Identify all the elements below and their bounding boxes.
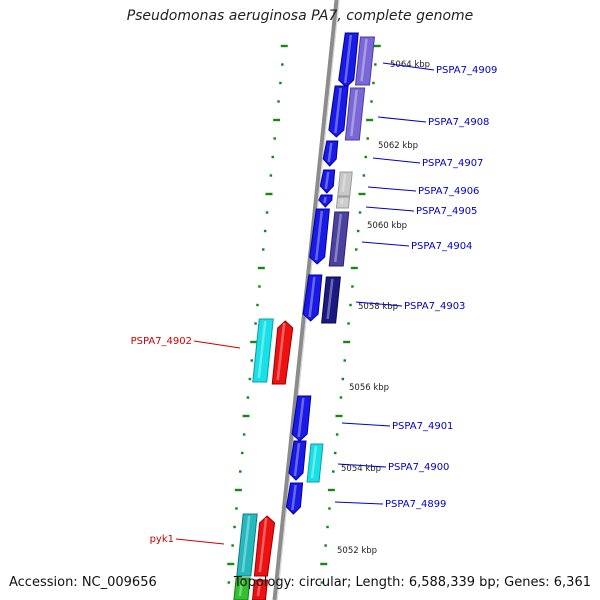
gene-arrow-22 xyxy=(251,579,269,600)
gene-arrow-11 xyxy=(302,274,323,322)
gene-arrow-shine-14 xyxy=(276,322,286,381)
gene-arrow-shine-11 xyxy=(308,276,316,318)
gene-arrow-4 xyxy=(322,140,339,167)
kbp-marker-label: 5064 kbp xyxy=(390,60,430,70)
gene-arrow-shine-7 xyxy=(323,196,327,204)
gene-arrow-shine-2 xyxy=(334,87,342,134)
gene-arrow-18 xyxy=(285,482,304,515)
gene-arrow-1 xyxy=(354,36,376,86)
gene-arrow-15 xyxy=(291,395,312,442)
gene-label[interactable]: PSPA7_4899 xyxy=(385,499,446,510)
gene-arrow-2 xyxy=(328,85,349,138)
gene-arrow-shine-8 xyxy=(340,198,344,205)
gene-label[interactable]: PSPA7_4908 xyxy=(428,117,489,128)
gene-label[interactable]: PSPA7_4903 xyxy=(404,301,465,312)
gene-leader-line-10 xyxy=(334,501,384,505)
gene-label[interactable]: PSPA7_4902 xyxy=(131,336,192,347)
labels-layer: 5064 kbp 5062 kbp 5060 kbp 5058 kbp 5056 kbp… xyxy=(131,60,498,556)
gene-arrow-12 xyxy=(321,276,341,324)
gene-arrow-5 xyxy=(319,169,336,194)
gene-leader-line-11 xyxy=(175,538,225,545)
gene-arrow-0 xyxy=(338,32,359,88)
gene-arrow-shine-12 xyxy=(326,278,334,320)
gene-arrow-shine-9 xyxy=(314,210,324,261)
gene-arrow-8 xyxy=(335,196,351,209)
gene-label[interactable]: pyk1 xyxy=(150,534,174,545)
gene-arrow-9 xyxy=(309,208,330,265)
gene-leader-line-2 xyxy=(372,157,421,164)
gene-arrow-shine-22 xyxy=(256,581,262,597)
gene-label[interactable]: PSPA7_4904 xyxy=(411,241,472,252)
gene-arrow-20 xyxy=(253,515,276,577)
gene-arrow-shine-13 xyxy=(257,320,267,379)
gene-label[interactable]: PSPA7_4907 xyxy=(422,158,483,169)
gene-label[interactable]: PSPA7_4906 xyxy=(418,186,479,197)
gene-leader-line-9 xyxy=(337,463,387,468)
gene-arrow-shine-1 xyxy=(360,38,368,82)
gene-leader-line-4 xyxy=(365,206,415,212)
kbp-marker-label: 5054 kbp xyxy=(341,464,381,474)
gene-arrow-17 xyxy=(306,443,324,483)
gene-label[interactable]: PSPA7_4900 xyxy=(388,462,449,473)
gene-label[interactable]: PSPA7_4909 xyxy=(436,65,497,76)
gene-arrow-7 xyxy=(318,194,333,208)
gene-leader-line-0 xyxy=(382,62,435,71)
gene-arrow-shine-18 xyxy=(291,484,297,511)
gene-leader-line-6 xyxy=(355,301,403,307)
gene-leader-line-8 xyxy=(341,422,391,427)
gene-arrow-shine-5 xyxy=(324,171,330,190)
gene-arrow-16 xyxy=(288,440,307,481)
kbp-marker-label: 5056 kbp xyxy=(349,383,389,393)
gene-arrow-shine-19 xyxy=(241,515,251,573)
tick-dots-layer xyxy=(227,44,381,584)
kbp-marker-label: 5058 kbp xyxy=(358,302,398,312)
features-layer xyxy=(233,32,376,600)
gene-arrow-shine-20 xyxy=(258,517,268,573)
kbp-marker-label: 5062 kbp xyxy=(378,141,418,151)
gene-arrow-19 xyxy=(236,513,258,577)
gene-arrow-shine-0 xyxy=(343,34,353,84)
gene-arrow-shine-21 xyxy=(238,579,244,597)
gene-arrow-6 xyxy=(337,171,353,197)
gene-arrow-shine-3 xyxy=(350,89,358,137)
gene-label[interactable]: PSPA7_4905 xyxy=(416,206,477,217)
gene-leader-line-7 xyxy=(193,340,241,349)
gene-arrow-3 xyxy=(344,87,366,141)
gene-leader-line-5 xyxy=(361,241,410,247)
gene-label[interactable]: PSPA7_4901 xyxy=(392,421,453,432)
accession-text: Accession: NC_009656 xyxy=(9,575,157,590)
gene-leader-line-3 xyxy=(367,186,417,192)
gene-arrow-shine-6 xyxy=(341,173,347,193)
gene-arrow-14 xyxy=(271,320,294,385)
gene-arrow-shine-4 xyxy=(327,142,333,163)
gene-arrow-shine-15 xyxy=(297,397,305,438)
gene-arrow-shine-16 xyxy=(293,442,301,477)
kbp-marker-label: 5060 kbp xyxy=(367,221,407,231)
gene-arrow-shine-17 xyxy=(310,445,318,479)
genome-summary-text: Topology: circular; Length: 6,588,339 bp… xyxy=(233,575,591,590)
map-title: Pseudomonas aeruginosa PA7, complete gen… xyxy=(126,8,474,24)
gene-arrow-shine-10 xyxy=(333,213,343,263)
gene-leader-line-1 xyxy=(377,116,427,123)
gene-arrow-10 xyxy=(328,211,350,267)
gene-arrow-13 xyxy=(252,318,274,383)
gene-arrow-21 xyxy=(233,577,251,600)
kbp-marker-label: 5052 kbp xyxy=(337,546,377,556)
